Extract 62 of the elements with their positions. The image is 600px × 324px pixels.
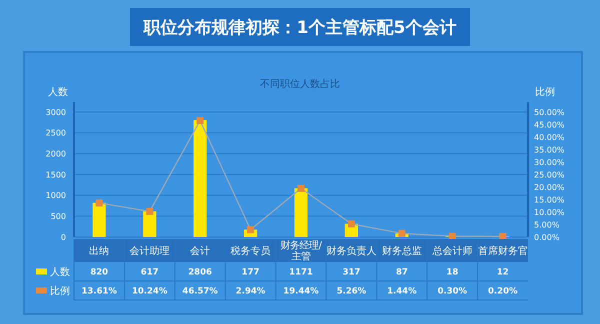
y-tick-label: 500 <box>50 212 66 221</box>
point <box>146 208 154 215</box>
data-label: 10.24% <box>132 286 168 296</box>
y2-tick-label: 10.00% <box>534 208 565 217</box>
data-label: 19.44% <box>283 286 320 296</box>
x-tick-label: 出纳 <box>89 245 110 257</box>
data-label: 0.20% <box>488 286 518 296</box>
bar <box>194 120 207 237</box>
x-tick-label: 财务负责人 <box>326 245 376 257</box>
y-tick-label: 1000 <box>46 191 66 200</box>
data-label: 1.44% <box>387 286 418 296</box>
y-tick-label: 3000 <box>46 108 66 117</box>
data-label: 2.94% <box>236 286 266 296</box>
y2-tick-label: 25.00% <box>534 170 565 180</box>
x-tick-label: 会计助理 <box>130 245 170 257</box>
y2-tick-label: 20.00% <box>534 182 565 192</box>
y-tick-label: 2500 <box>46 128 66 138</box>
data-label: 87 <box>396 267 408 278</box>
y2-tick-label: 35.00% <box>534 145 565 154</box>
y2-tick-label: 40.00% <box>534 132 565 142</box>
legend-label: 人数 <box>50 267 70 278</box>
y2-axis-title: 比例 <box>535 86 555 98</box>
x-tick-label: 总会计师 <box>431 245 472 257</box>
data-label: 177 <box>242 267 260 278</box>
point <box>348 220 355 228</box>
y2-tick-label: 50.00% <box>534 108 565 117</box>
data-label: 2806 <box>188 267 212 278</box>
x-tick-label: 财务经理/主管 <box>280 240 323 262</box>
data-label: 18 <box>446 267 458 278</box>
data-label: 5.26% <box>336 286 367 296</box>
y2-tick-label: 45.00% <box>534 120 565 130</box>
bar <box>143 211 156 237</box>
point <box>247 226 254 234</box>
x-tick-label: 财务总监 <box>382 245 422 257</box>
bar <box>294 188 308 237</box>
point <box>96 199 103 206</box>
y2-tick-label: 15.00% <box>534 195 565 204</box>
y-tick-label: 1500 <box>46 170 66 180</box>
data-label: 46.57% <box>182 286 218 296</box>
bar <box>92 202 106 237</box>
point <box>398 230 406 237</box>
data-label: 820 <box>90 267 108 278</box>
x-tick-label: 首席财务官 <box>478 245 528 257</box>
chart-subtitle: 不同职位人数占比 <box>260 78 340 90</box>
x-tick-label: 税务专员 <box>230 245 271 257</box>
y-axis-title: 人数 <box>48 87 68 98</box>
data-label: 317 <box>342 267 360 278</box>
y2-tick-label: 5.00% <box>534 220 560 230</box>
data-label: 617 <box>140 267 159 278</box>
y2-tick-label: 0.00% <box>534 232 560 242</box>
x-tick-label: 会计 <box>190 245 210 257</box>
point <box>196 117 204 124</box>
y-tick-label: 2000 <box>46 149 66 158</box>
legend-label: 比例 <box>50 285 70 297</box>
data-label: 13.61% <box>82 286 118 296</box>
data-label: 12 <box>496 267 509 278</box>
data-label: 1171 <box>289 267 313 278</box>
y-tick-label: 0 <box>60 232 66 242</box>
point <box>298 184 304 192</box>
chart-title: 职位分布规律初探：1个主管标配5个会计 <box>142 18 456 38</box>
y2-tick-label: 30.00% <box>534 158 565 167</box>
data-label: 0.30% <box>438 286 468 296</box>
